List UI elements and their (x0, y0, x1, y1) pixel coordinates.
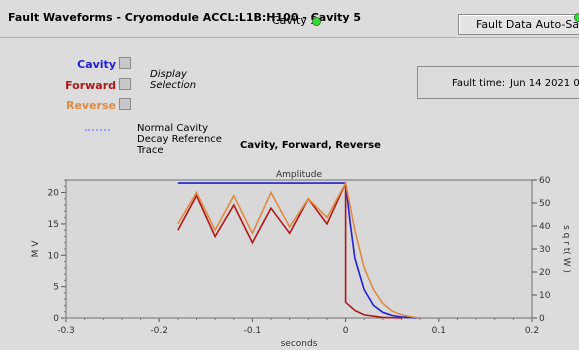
y-tick-label: 15 (48, 220, 59, 230)
x-tick-label: 0 (343, 326, 349, 336)
x-tick-label: -0.3 (57, 326, 75, 336)
y2-axis-label: s q r t( W ) (561, 225, 571, 273)
y-axis-label: M V (31, 240, 41, 258)
plot-area (66, 180, 532, 318)
y2-tick-label: 10 (539, 291, 551, 301)
x-tick-label: 0.1 (432, 326, 446, 336)
x-tick-label: -0.1 (244, 326, 262, 336)
y2-tick-label: 60 (539, 176, 551, 186)
x-tick-label: 0.2 (525, 326, 539, 336)
y2-tick-label: 40 (539, 222, 551, 232)
y2-tick-label: 0 (539, 314, 545, 324)
y-tick-label: 20 (48, 189, 60, 199)
x-axis-label: seconds (281, 339, 318, 349)
chart-title: Amplitude (276, 170, 323, 180)
y2-tick-label: 20 (539, 268, 551, 278)
y2-tick-label: 30 (539, 245, 551, 255)
y-tick-label: 10 (48, 251, 60, 261)
y-tick-label: 0 (53, 314, 59, 324)
y2-tick-label: 50 (539, 199, 551, 209)
x-tick-label: -0.2 (150, 326, 168, 336)
y-tick-label: 5 (53, 283, 59, 293)
